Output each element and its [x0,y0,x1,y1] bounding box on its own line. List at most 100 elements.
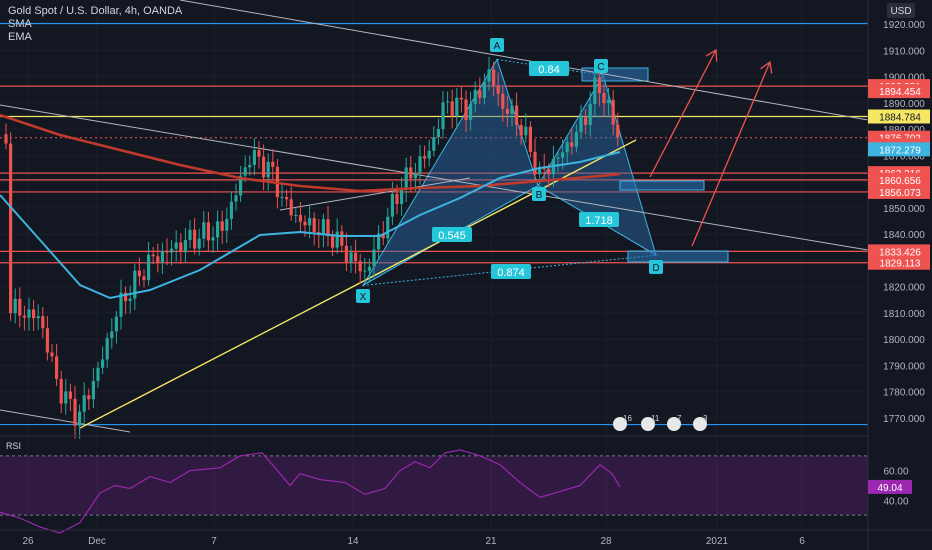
candle-body [450,101,454,116]
trend-line[interactable] [0,409,131,433]
ratio-badge[interactable] [529,61,569,76]
pattern-point-badge[interactable] [356,289,370,303]
event-flag-icon[interactable] [693,417,707,431]
event-flag-count: 11 [651,414,660,423]
candle-body [593,77,597,105]
event-flag-icon[interactable] [613,417,627,431]
price-label-badge[interactable] [868,184,930,199]
rsi-value-badge[interactable] [868,479,912,494]
candle-body [9,143,13,314]
time-axis[interactable]: 26 Dec 7 14 21 28 2021 6 [0,529,932,547]
price-label-text: 1872.279 [879,145,921,156]
candle-body [482,81,486,98]
candle-body [496,85,500,94]
candle-body [183,239,187,253]
price-label-badge[interactable] [868,84,930,99]
price-label-badge[interactable] [868,109,930,124]
event-flag-icon[interactable] [641,417,655,431]
candle-body [64,391,68,404]
candle-body [390,193,394,217]
harmonic-ratio-line [362,254,657,286]
pattern-point-badge[interactable] [594,59,608,73]
candle-body [82,395,86,412]
time-tick-label: 28 [600,536,612,547]
price-tick-label: 1780.000 [883,388,925,399]
candle-body [59,378,63,404]
pattern-point-badge[interactable] [532,187,546,201]
candle-body [321,219,325,236]
candle-body [459,97,463,100]
candle-body [170,248,174,253]
projection-arrow-line[interactable] [649,49,717,178]
candle-body [469,103,473,120]
pattern-annotations[interactable]: X A B C D 0.545 0.84 1.718 0.874 16 11 7 3 [356,38,773,431]
rsi-band [0,455,868,516]
price-label-text: 1856.073 [879,188,921,199]
price-axis[interactable]: 1920.000 1910.000 1900.000 1890.000 1880.000… [867,0,932,550]
price-label-text: 1884.784 [879,113,921,124]
candle-body [312,218,316,233]
ratio-label: 0.84 [538,64,559,76]
price-label-text: 1860.656 [879,176,921,187]
candle-body [110,331,114,339]
price-label-badge[interactable] [868,172,930,187]
candle-body [114,316,118,332]
candle-body [22,315,26,318]
candle-body [377,233,381,250]
target-box-c[interactable] [581,67,649,82]
rsi-pane[interactable]: RSI [0,435,868,534]
candle-body [105,338,109,360]
candle-body [579,117,583,132]
candle-body [128,298,132,302]
candle-body [50,352,54,357]
candle-body [252,150,256,165]
ratio-badge[interactable] [491,264,531,279]
ratio-badge[interactable] [432,227,472,242]
price-tick-label: 1890.000 [883,99,925,110]
candle-body [225,218,229,231]
price-label-badge[interactable] [868,142,930,157]
candle-body [4,134,8,144]
event-flag-count: 16 [623,414,632,423]
candle-body [156,256,160,263]
pattern-point-label-x: X [360,292,367,303]
currency-button[interactable]: USD [887,3,915,18]
candle-body [165,250,169,253]
candle-body [547,169,551,175]
candle-body [432,137,436,151]
pattern-point-badge[interactable] [490,38,504,52]
price-label-badge[interactable] [868,244,930,259]
moving-averages [0,113,621,300]
target-box-b[interactable] [619,180,705,191]
candle-body [257,150,261,157]
projection-arrow-line[interactable] [691,61,771,247]
ratio-badge[interactable] [579,212,619,227]
candle-body [308,218,312,226]
candle-body [124,292,128,302]
event-flag-icon[interactable] [667,417,681,431]
price-label-text: 1829.113 [880,259,921,270]
trend-line[interactable] [279,177,471,211]
candle-body [588,104,592,125]
candle-body [303,221,307,226]
trend-line[interactable] [0,104,869,251]
candle-body [289,199,293,216]
time-tick-label: 26 [22,536,34,547]
pattern-point-badge[interactable] [649,260,663,274]
candle-body [464,99,468,120]
price-tick-label: 1800.000 [883,335,925,346]
target-box-d[interactable] [627,250,729,263]
candle-body [413,173,417,179]
candle-body [294,215,298,217]
projection-arrow-head [760,60,773,74]
candle-body [32,309,36,319]
candle-body [142,276,146,281]
price-label-badge[interactable] [868,255,930,270]
candle-body [211,237,215,241]
symbol-title: Gold Spot / U.S. Dollar, 4h, OANDA [8,5,183,17]
candle-body [188,229,192,240]
support-resistance-lines[interactable] [0,22,868,426]
candle-body [41,316,45,329]
candle-body [326,219,330,237]
